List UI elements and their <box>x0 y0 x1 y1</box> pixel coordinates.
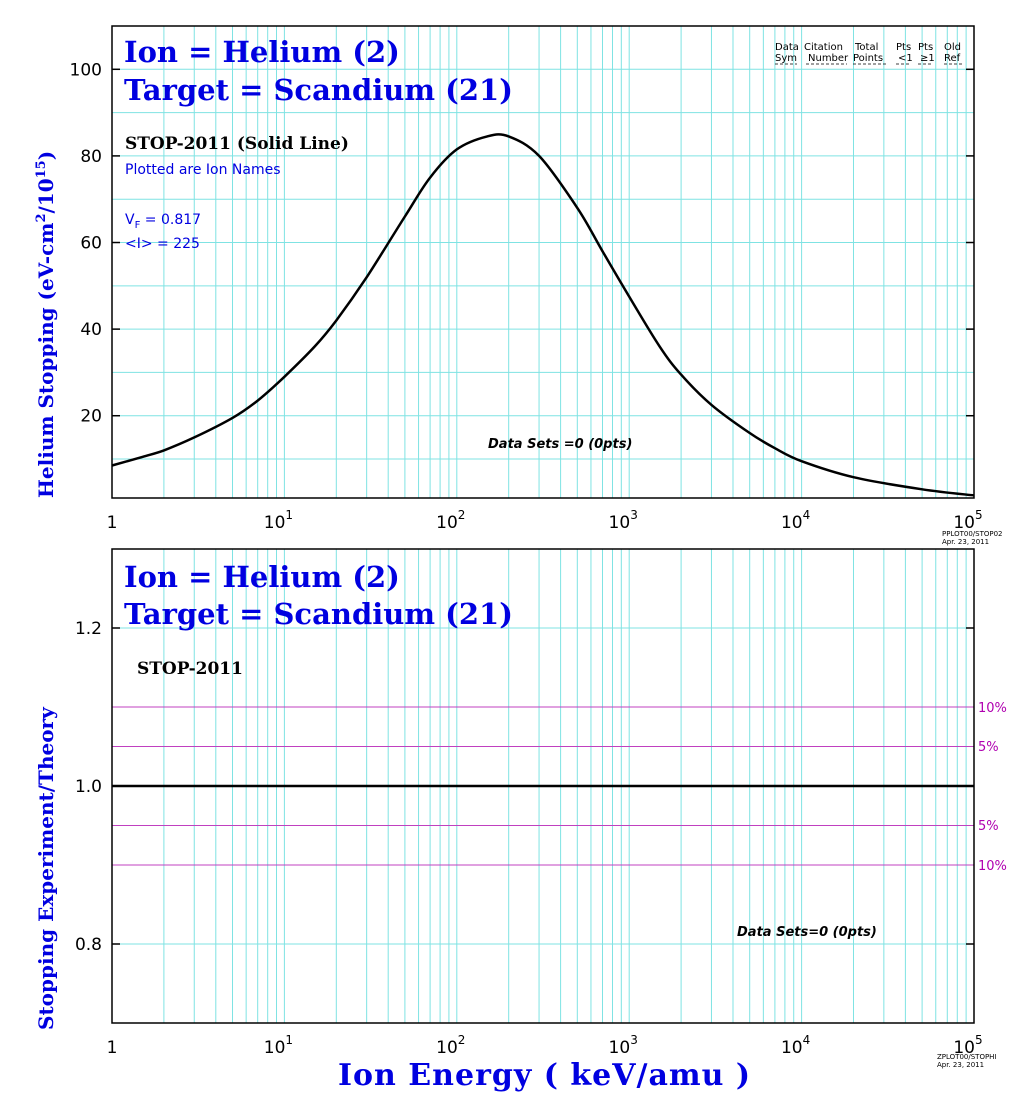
y-tick-label: 60 <box>80 234 102 254</box>
pct-label-minus10: 10% <box>978 859 1007 874</box>
bottom-y-ticks: 0.8 1.0 1.2 <box>75 619 974 955</box>
top-stamp-line2: Apr. 23, 2011 <box>942 538 989 546</box>
y-tick-label: 20 <box>80 407 102 427</box>
y-tick-label: 1.2 <box>75 619 102 639</box>
svg-text:Points: Points <box>853 53 883 64</box>
top-title-target: Target = Scandium (21) <box>124 73 513 107</box>
top-plot-frame <box>111 25 975 499</box>
bottom-y-axis-label: Stopping Experiment/Theory <box>34 706 58 1030</box>
x-tick-label: 1 <box>107 513 118 533</box>
bottom-stamp-line2: Apr. 23, 2011 <box>937 1061 984 1069</box>
top-model-label: STOP-2011 (Solid Line) <box>125 134 349 154</box>
bottom-title-ion: Ion = Helium (2) <box>124 560 400 594</box>
y-tick-label: 1.0 <box>75 777 102 797</box>
x-tick-label: 1 <box>107 1038 118 1058</box>
x-tick-label: 102 <box>436 508 465 533</box>
x-tick-label: 105 <box>953 1033 982 1058</box>
y-tick-label: 100 <box>70 60 102 80</box>
svg-text:Number: Number <box>808 53 849 64</box>
top-y-ticks: 20 40 60 80 100 <box>70 60 974 427</box>
x-tick-label: 102 <box>436 1033 465 1058</box>
svg-text:≥1: ≥1 <box>920 53 935 64</box>
x-tick-label: 103 <box>609 508 638 533</box>
top-datasets-label: Data Sets =0 (0pts) <box>488 437 632 452</box>
svg-text:Pts: Pts <box>896 42 911 53</box>
top-grid <box>112 26 974 498</box>
x-axis-label: Ion Energy ( keV/amu ) <box>338 1058 751 1093</box>
x-tick-label: 104 <box>781 1033 810 1058</box>
mean-excitation-label: <I> = 225 <box>125 236 200 252</box>
y-tick-label: 80 <box>80 147 102 167</box>
bottom-stamp-line1: ZPLOT00/STOPHI <box>937 1053 997 1061</box>
svg-text:Pts: Pts <box>918 42 933 53</box>
x-tick-label: 104 <box>781 508 810 533</box>
vf-label: VF = 0.817 <box>125 212 201 231</box>
bottom-reference-lines <box>112 706 974 866</box>
x-tick-label: 101 <box>264 508 293 533</box>
x-tick-label: 101 <box>264 1033 293 1058</box>
top-title-ion: Ion = Helium (2) <box>124 35 400 69</box>
bottom-model-label: STOP-2011 <box>137 659 243 679</box>
top-x-ticks: 1 101 102 103 104 105 <box>107 508 983 533</box>
x-tick-label: 103 <box>609 1033 638 1058</box>
pct-label-plus10: 10% <box>978 701 1007 716</box>
svg-text:Data: Data <box>775 42 799 53</box>
svg-text:<1: <1 <box>898 53 913 64</box>
y-tick-label: 0.8 <box>75 935 102 955</box>
stopping-curve <box>111 133 975 497</box>
svg-text:Ref: Ref <box>944 53 961 64</box>
svg-text:Total: Total <box>854 42 878 53</box>
x-tick-label: 105 <box>953 508 982 533</box>
top-stamp-line1: PPLOT00/STOP02 <box>942 530 1003 538</box>
svg-text:Old: Old <box>944 42 961 53</box>
pct-label-plus5: 5% <box>978 740 999 755</box>
bottom-title-target: Target = Scandium (21) <box>124 597 513 631</box>
svg-text:Sym: Sym <box>775 53 797 64</box>
top-plotted-label: Plotted are Ion Names <box>125 162 281 178</box>
top-legend-header: Data Sym Citation Number Total Points Pt… <box>775 42 964 65</box>
y-tick-label: 40 <box>80 320 102 340</box>
bottom-datasets-label: Data Sets=0 (0pts) <box>737 925 877 940</box>
svg-text:Citation: Citation <box>804 42 843 53</box>
pct-label-minus5: 5% <box>978 819 999 834</box>
top-y-axis-label: Helium Stopping (eV-cm2/1015) <box>34 151 58 498</box>
bottom-x-ticks: 1 101 102 103 104 105 <box>107 1033 983 1058</box>
